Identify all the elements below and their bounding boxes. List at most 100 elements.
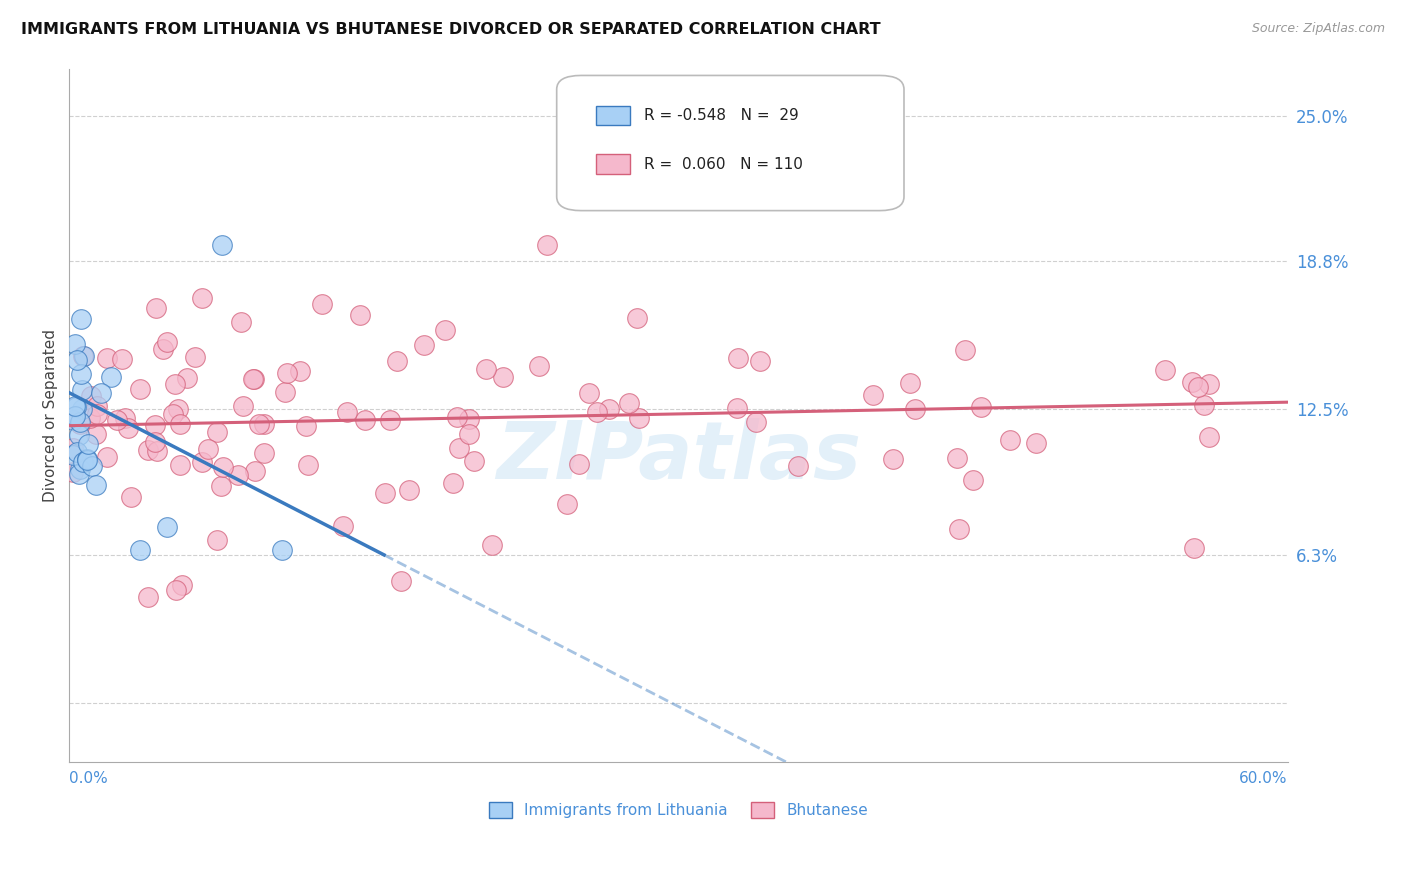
Point — [946, 451, 969, 466]
Point — [90, 385, 112, 400]
Point — [446, 410, 468, 425]
Point — [555, 497, 578, 511]
Point — [332, 519, 354, 533]
Point — [294, 419, 316, 434]
Legend: Immigrants from Lithuania, Bhutanese: Immigrants from Lithuania, Bhutanese — [484, 796, 875, 824]
Point — [76, 436, 98, 450]
Point — [129, 383, 152, 397]
Point — [190, 291, 212, 305]
Point — [62, 466, 84, 480]
Text: 0.0%: 0.0% — [69, 771, 108, 786]
Point — [197, 442, 219, 456]
Point — [156, 519, 179, 533]
Point — [73, 349, 96, 363]
Text: R = -0.548   N =  29: R = -0.548 N = 29 — [644, 108, 799, 123]
Point — [398, 483, 420, 497]
Text: 60.0%: 60.0% — [1239, 771, 1288, 786]
Point — [962, 473, 984, 487]
Point — [226, 467, 249, 482]
Point — [169, 417, 191, 432]
Point — [245, 464, 267, 478]
Point — [211, 460, 233, 475]
Point — [882, 451, 904, 466]
Point — [72, 349, 94, 363]
Point — [1198, 430, 1220, 444]
Point — [205, 533, 228, 548]
Point — [205, 425, 228, 440]
Point — [169, 458, 191, 472]
Point — [1198, 376, 1220, 391]
Point — [105, 413, 128, 427]
Point — [441, 475, 464, 490]
Point — [898, 376, 921, 391]
Point — [247, 417, 270, 431]
Point — [1181, 375, 1204, 389]
Point — [745, 415, 768, 429]
Point — [385, 354, 408, 368]
FancyBboxPatch shape — [596, 106, 630, 126]
Point — [619, 396, 641, 410]
Point — [1182, 541, 1205, 555]
Point — [86, 400, 108, 414]
Point — [117, 421, 139, 435]
Point — [65, 400, 87, 414]
Point — [86, 408, 108, 422]
Point — [62, 413, 84, 427]
Point — [297, 458, 319, 473]
Point — [167, 401, 190, 416]
Point — [62, 448, 84, 462]
Point — [481, 538, 503, 552]
Point — [1000, 434, 1022, 448]
Point — [727, 351, 749, 365]
Point — [311, 297, 333, 311]
Point — [447, 442, 470, 456]
Point — [163, 376, 186, 391]
Point — [69, 417, 91, 432]
Point — [1192, 398, 1215, 412]
Point — [970, 400, 993, 414]
Point — [252, 446, 274, 460]
Point — [145, 301, 167, 315]
Point — [232, 399, 254, 413]
Point — [100, 370, 122, 384]
Point — [63, 337, 86, 351]
Point — [374, 486, 396, 500]
Point — [290, 364, 312, 378]
Point — [69, 415, 91, 429]
Point — [65, 400, 87, 414]
Point — [353, 413, 375, 427]
Point — [231, 315, 253, 329]
Point — [380, 413, 402, 427]
Point — [628, 411, 651, 425]
Point — [463, 454, 485, 468]
Point — [787, 458, 810, 473]
Point — [1154, 363, 1177, 377]
Point — [111, 352, 134, 367]
Point — [79, 389, 101, 403]
Point — [86, 427, 108, 442]
Point — [72, 383, 94, 397]
Point — [72, 455, 94, 469]
Point — [65, 409, 87, 424]
Y-axis label: Divorced or Separated: Divorced or Separated — [44, 328, 58, 501]
Point — [165, 583, 187, 598]
Point — [458, 412, 481, 426]
Point — [211, 237, 233, 252]
Point — [598, 402, 620, 417]
Point — [242, 372, 264, 386]
Point — [176, 371, 198, 385]
FancyBboxPatch shape — [596, 154, 630, 174]
Point — [76, 452, 98, 467]
Point — [70, 401, 93, 416]
Point — [76, 452, 98, 467]
Point — [749, 353, 772, 368]
Point — [578, 385, 600, 400]
Point — [96, 450, 118, 465]
Point — [336, 405, 359, 419]
Point — [191, 455, 214, 469]
Point — [253, 417, 276, 432]
Point — [1025, 436, 1047, 450]
Point — [143, 434, 166, 449]
Point — [136, 590, 159, 604]
Point — [66, 352, 89, 367]
